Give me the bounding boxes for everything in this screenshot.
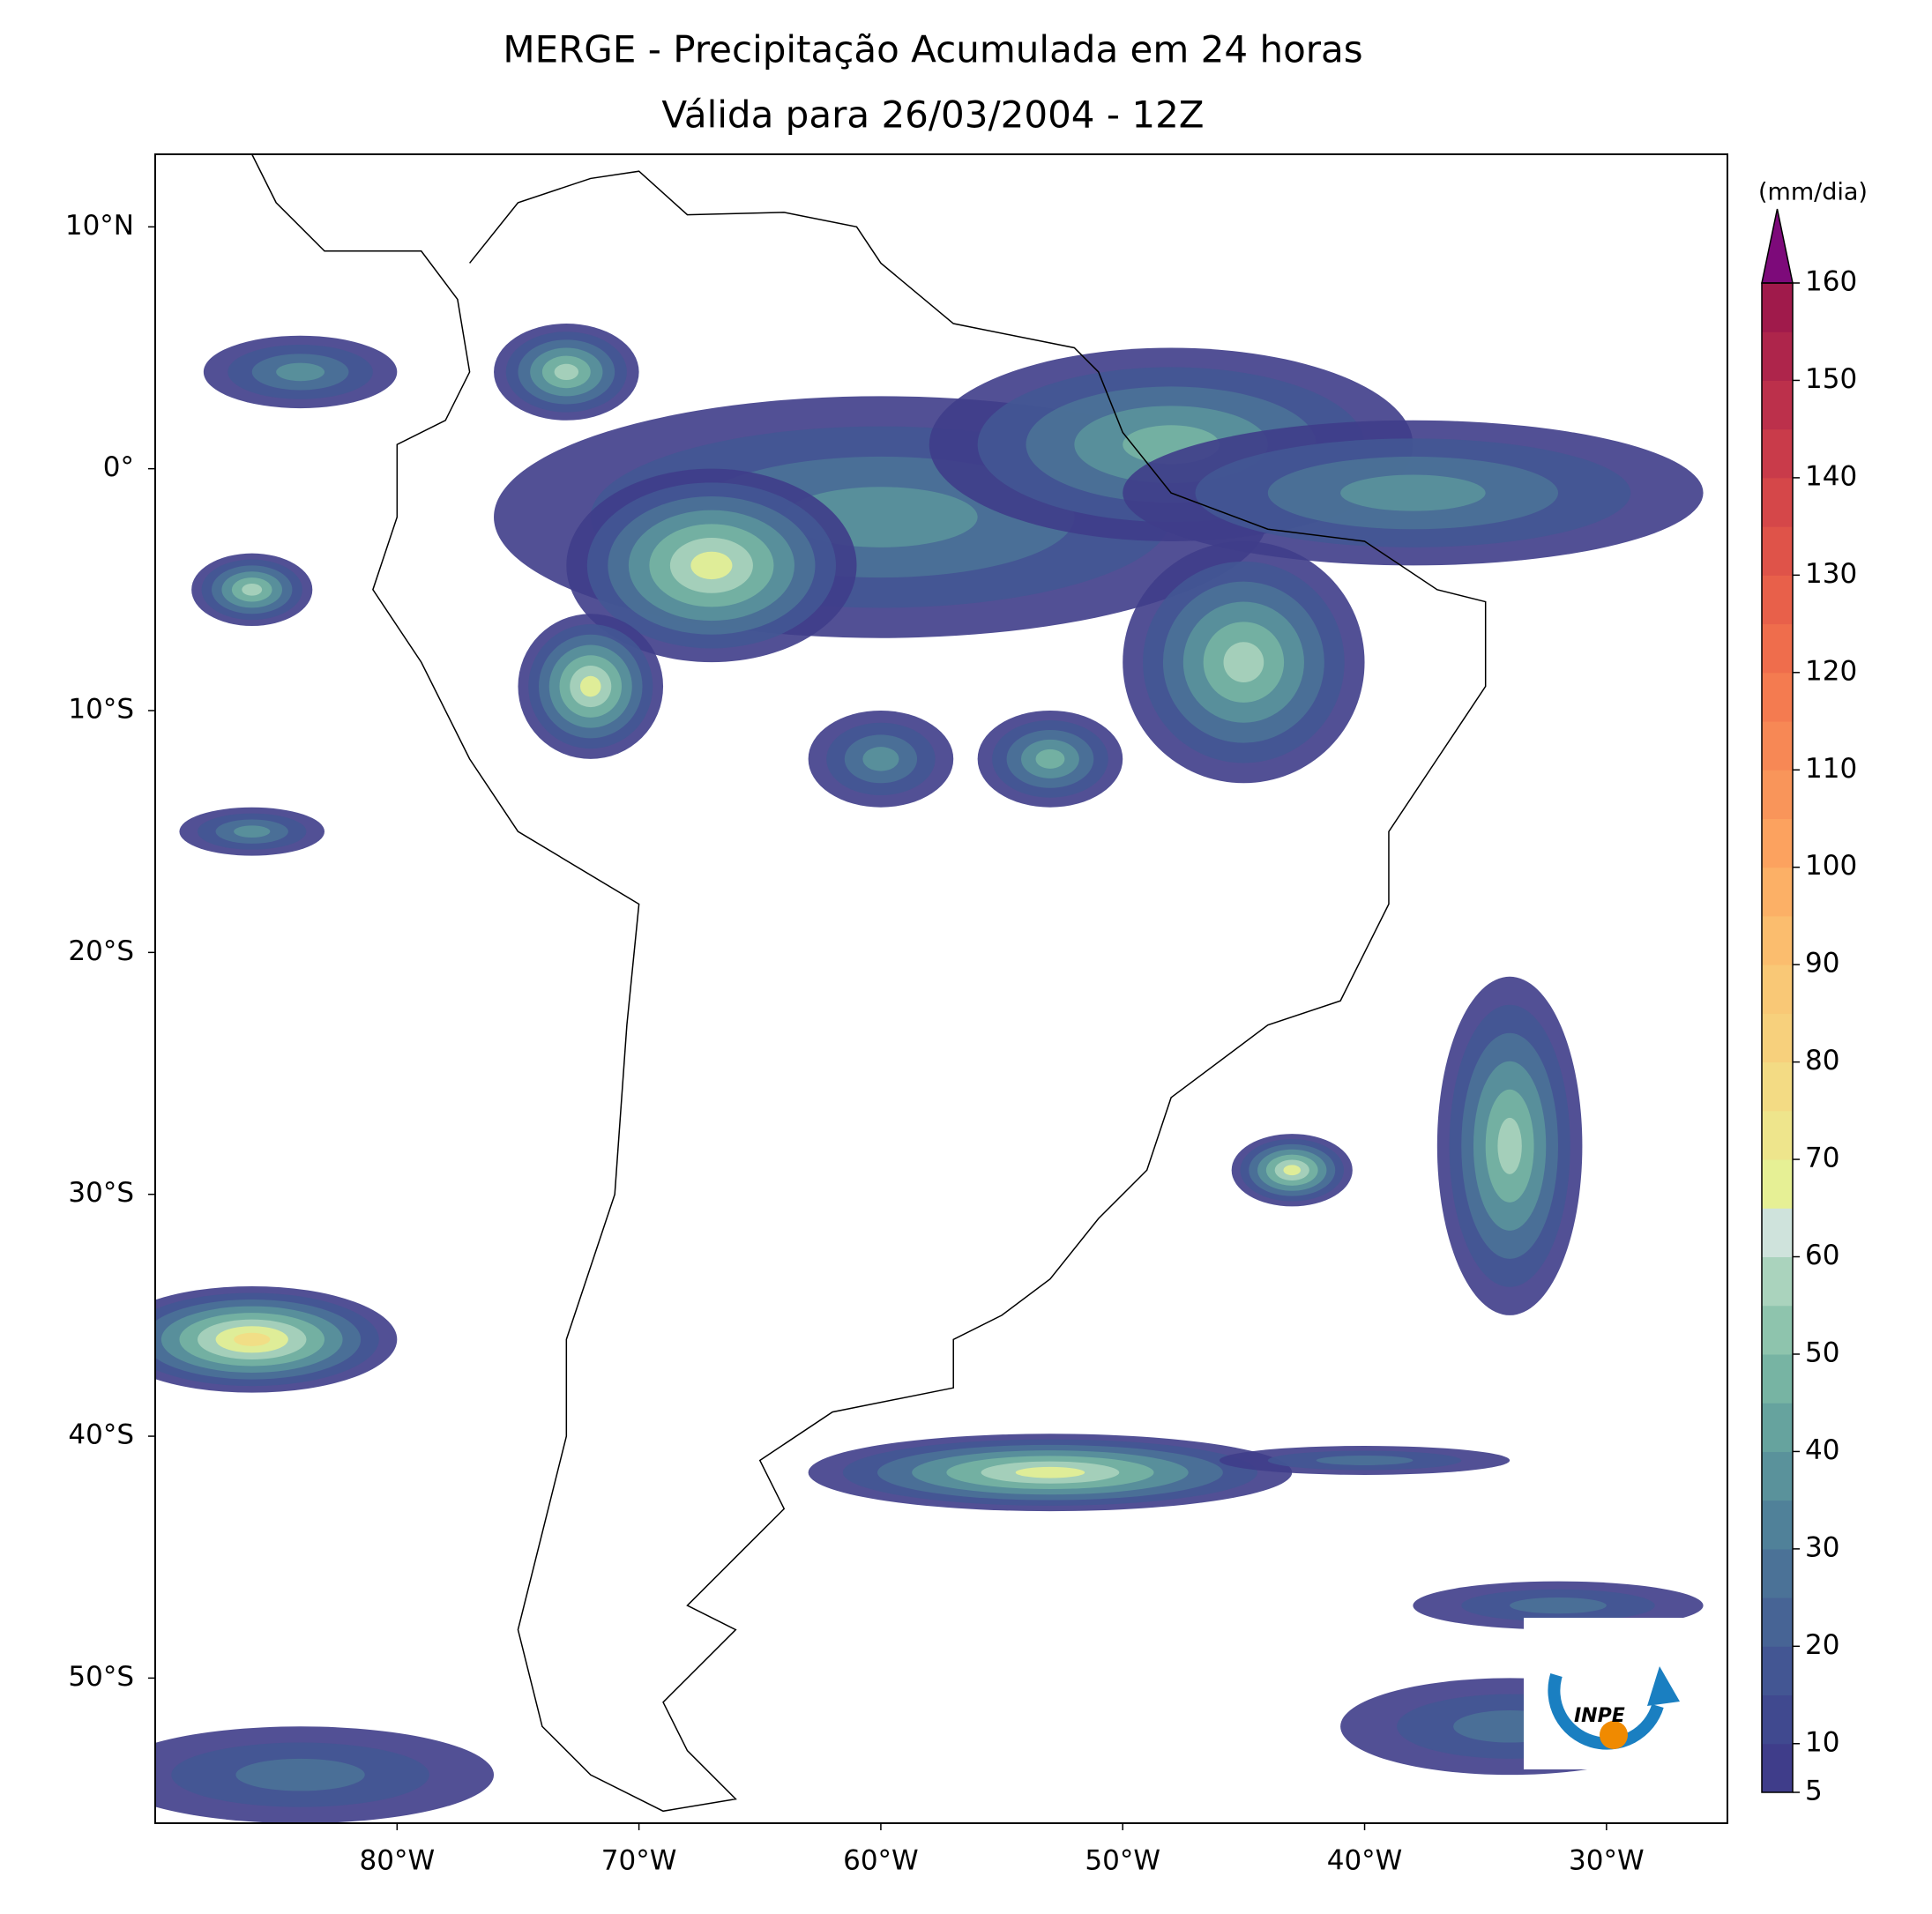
colorbar-tick-label: 30: [1805, 1531, 1839, 1563]
colorbar-tick-label: 140: [1805, 460, 1857, 492]
colorbar-band: [1762, 1256, 1793, 1307]
inpe-logo: INPE: [1524, 1618, 1711, 1769]
x-tick-label: 30°W: [1569, 1845, 1645, 1877]
colorbar-band: [1762, 1013, 1793, 1063]
colorbar-band: [1762, 721, 1793, 771]
colorbar-band: [1762, 770, 1793, 819]
colorbar-tick-label: 60: [1805, 1240, 1839, 1271]
precip-area: [579, 675, 601, 697]
colorbar-extend: [1761, 208, 1794, 284]
y-tick-label: 20°S: [68, 935, 134, 967]
logo-text: INPE: [1574, 1705, 1625, 1727]
colorbar-band: [1762, 477, 1793, 527]
y-tick-label: 30°S: [68, 1177, 134, 1209]
colorbar-tick-label: 80: [1805, 1045, 1839, 1076]
precip-area: [235, 1758, 365, 1791]
colorbar-tick-label: 110: [1805, 753, 1857, 785]
precip-area: [1223, 642, 1264, 682]
colorbar-band: [1762, 1451, 1793, 1501]
colorbar-tick-label: 20: [1805, 1629, 1839, 1661]
colorbar-tick-label: 150: [1805, 363, 1857, 395]
colorbar-band: [1762, 1403, 1793, 1452]
logo-arrow: [1647, 1666, 1680, 1706]
precip-area: [242, 583, 263, 596]
colorbar-band: [1762, 1597, 1793, 1647]
map-area: [155, 154, 1704, 1823]
coastline: [251, 154, 1487, 1813]
precip-area: [1283, 1165, 1302, 1176]
colorbar-band: [1762, 1548, 1793, 1598]
x-tick-label: 40°W: [1327, 1845, 1403, 1877]
precip-area: [690, 551, 733, 580]
colorbar-tick-label: 90: [1805, 948, 1839, 979]
colorbar-band: [1762, 380, 1793, 430]
x-tick-label: 80°W: [360, 1845, 436, 1877]
colorbar-band: [1762, 915, 1793, 965]
logo-dot: [1600, 1721, 1628, 1749]
precip-area: [1510, 1597, 1607, 1614]
colorbar-band: [1762, 964, 1793, 1014]
map-frame: [154, 153, 1728, 1824]
colorbar-band: [1762, 672, 1793, 722]
precip-area: [1340, 474, 1486, 511]
colorbar-band: [1762, 331, 1793, 381]
precip-area: [1316, 1455, 1414, 1465]
colorbar-tick-label: 5: [1805, 1776, 1823, 1807]
colorbar-tick-label: 160: [1805, 266, 1857, 298]
colorbar-tick-label: 130: [1805, 558, 1857, 590]
colorbar-band: [1762, 1159, 1793, 1209]
colorbar-tick-label: 120: [1805, 655, 1857, 687]
colorbar-frame: [1761, 282, 1794, 1793]
colorbar-band: [1762, 1743, 1793, 1793]
y-tick-label: 0°: [103, 451, 134, 483]
colorbar-band: [1762, 867, 1793, 917]
precip-area: [234, 1332, 271, 1346]
colorbar-band: [1762, 1646, 1793, 1696]
logo-arc: [1548, 1672, 1664, 1750]
colorbar-band: [1762, 1305, 1793, 1355]
x-tick-label: 70°W: [601, 1845, 677, 1877]
y-tick-label: 50°S: [68, 1661, 134, 1693]
colorbar-band: [1762, 818, 1793, 868]
y-tick-label: 40°S: [68, 1419, 134, 1451]
colorbar-band: [1762, 1110, 1793, 1160]
x-tick-label: 50°W: [1085, 1845, 1160, 1877]
precip-area: [862, 747, 899, 771]
precip-area: [1035, 748, 1065, 769]
colorbar-band: [1762, 1208, 1793, 1258]
y-tick-label: 10°S: [68, 694, 134, 726]
colorbar-tick-label: 100: [1805, 850, 1857, 882]
colorbar-band: [1762, 526, 1793, 576]
colorbar-tick-label: 10: [1805, 1726, 1839, 1758]
colorbar-band: [1762, 575, 1793, 625]
colorbar-band: [1762, 1061, 1793, 1112]
colorbar-label: (mm/dia): [1758, 179, 1868, 206]
precip-area: [554, 363, 579, 381]
x-tick-label: 60°W: [843, 1845, 919, 1877]
title: MERGE - Precipitação Acumulada em 24 hor…: [503, 28, 1362, 71]
precip-area: [234, 825, 271, 838]
colorbar-band: [1762, 428, 1793, 479]
subtitle: Válida para 26/03/2004 - 12Z: [661, 93, 1204, 137]
colorbar-band: [1762, 1353, 1793, 1404]
colorbar-tick-label: 50: [1805, 1337, 1839, 1368]
precip-area: [1015, 1466, 1085, 1478]
colorbar-tick-label: 40: [1805, 1434, 1839, 1466]
precip-area: [1497, 1117, 1522, 1174]
colorbar-band: [1762, 1500, 1793, 1550]
colorbar-tick-label: 70: [1805, 1143, 1839, 1174]
colorbar-band: [1762, 1694, 1793, 1745]
y-tick-label: 10°N: [65, 210, 134, 242]
precip-area: [276, 362, 325, 382]
colorbar-band: [1762, 623, 1793, 674]
colorbar-band: [1762, 283, 1793, 332]
